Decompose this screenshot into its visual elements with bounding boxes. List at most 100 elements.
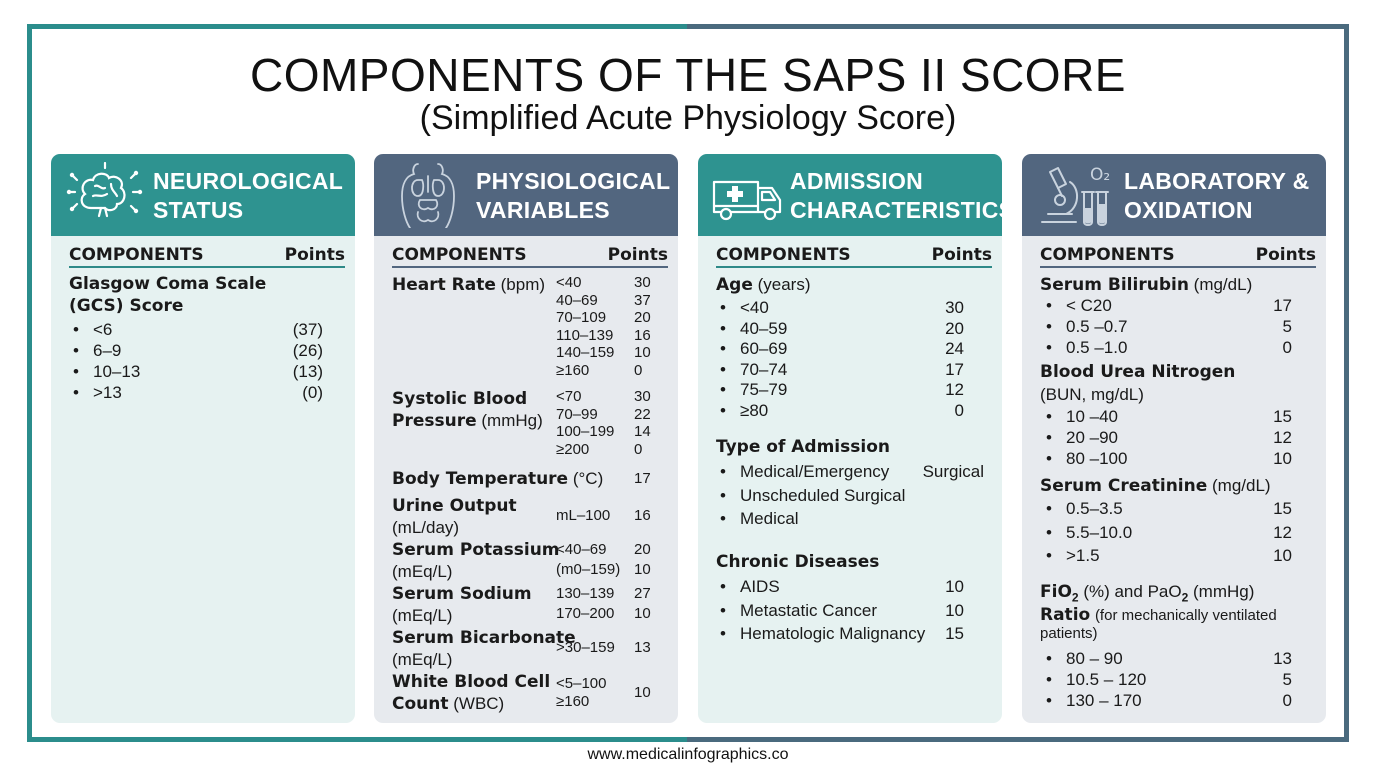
microscope-icon: O₂ <box>1041 165 1110 226</box>
bullet-dot: • <box>720 318 726 338</box>
bullet-dot: • <box>1046 649 1052 668</box>
heart-rate-points: 30 <box>634 274 651 291</box>
col-points-label: Points <box>1255 245 1316 265</box>
bullet-dot: • <box>73 383 79 402</box>
ambulance-icon <box>712 180 782 221</box>
age-item-label: 40–59 <box>740 318 788 338</box>
heart-rate-points: 16 <box>634 326 651 344</box>
frame-accent-bottom <box>27 737 687 742</box>
wbc-label-2: Count (WBC) <box>392 694 505 714</box>
panel-admission: ADMISSION CHARACTERISTICS COMPONENTS Poin… <box>698 154 1002 723</box>
bullet-dot: • <box>720 359 726 379</box>
bullet-dot: • <box>720 401 726 420</box>
gcs-item-points: (0) <box>302 383 323 402</box>
age-item-points: 24 <box>945 339 964 359</box>
organs-icon <box>401 163 455 228</box>
col-components-label: COMPONENTS <box>1040 245 1175 265</box>
creatinine-label: Serum Creatinine (mg/dL) <box>1040 476 1271 496</box>
sodium-range: 130–139 <box>556 585 615 602</box>
ratio-label: 10.5 – 120 <box>1066 670 1147 689</box>
urine-range: mL–100 <box>556 507 611 524</box>
panel-body <box>51 236 355 723</box>
bullet-dot: • <box>720 577 726 596</box>
creatinine-label: >1.5 <box>1066 546 1100 565</box>
chronic-disease-label: Metastatic Cancer <box>740 600 877 620</box>
age-item-points: 30 <box>945 298 964 317</box>
col-components-label: COMPONENTS <box>69 245 204 265</box>
sbp-points: 30 <box>634 388 651 405</box>
ratio-label: 130 – 170 <box>1066 691 1142 710</box>
age-item-points: 20 <box>945 318 964 338</box>
panel-header: PHYSIOLOGICAL VARIABLES <box>374 154 678 236</box>
bun-label: Blood Urea Nitrogen <box>1040 362 1236 382</box>
fio2-pao2-label: FiO2 (%) and PaO2 (mmHg) <box>1040 582 1255 605</box>
bun-points: 12 <box>1273 428 1292 447</box>
column-header: COMPONENTS Points <box>69 242 345 268</box>
bullet-dot: • <box>73 320 79 339</box>
urine-points: 16 <box>634 507 651 524</box>
creatinine-label: 0.5–3.5 <box>1066 499 1123 518</box>
bullet-dot: • <box>1046 338 1052 357</box>
heart-rate-range: ≥160 <box>556 361 590 379</box>
bullet-dot: • <box>720 509 726 528</box>
panel-header: ADMISSION CHARACTERISTICS <box>698 154 1002 236</box>
age-item-points: 0 <box>954 401 964 420</box>
heart-rate-points: 10 <box>634 344 651 361</box>
bilirubin-label: 0.5 –1.0 <box>1066 338 1128 357</box>
heart-rate-points: 0 <box>634 361 643 379</box>
sbp-label: Systolic Blood <box>392 389 528 409</box>
footer-url: www.medicalinfographics.co <box>587 746 789 763</box>
bullet-dot: • <box>1046 296 1052 315</box>
panel-header: O₂ LABORATORY & OXIDATION <box>1022 154 1326 236</box>
sodium-unit: (mEq/L) <box>392 606 453 625</box>
page-title: COMPONENTS OF THE SAPS II SCORE <box>249 49 1126 101</box>
bullet-dot: • <box>1046 670 1052 689</box>
column-header: COMPONENTS Points <box>716 242 992 268</box>
sodium-points: 27 <box>634 585 651 602</box>
admission-type-label: Medical/Emergency <box>740 462 890 481</box>
heart-rate-range: 40–69 <box>556 291 598 309</box>
age-item-points: 12 <box>945 380 964 400</box>
potassium-label: Serum Potassium <box>392 540 560 560</box>
panel-physiological: PHYSIOLOGICAL VARIABLES COMPONENTS Points… <box>374 154 678 723</box>
panel-neurological: NEUROLOGICAL STATUS COMPONENTS Points Gla… <box>51 154 355 723</box>
frame-accent-top <box>27 24 687 29</box>
bun-label: 20 –90 <box>1066 428 1118 447</box>
heart-rate-points: 20 <box>634 309 651 326</box>
panel-header: NEUROLOGICAL STATUS <box>51 154 355 236</box>
age-item-label: 75–79 <box>740 380 788 400</box>
ratio-points: 5 <box>1282 670 1292 689</box>
bun-label: 80 –100 <box>1066 449 1128 468</box>
col-components-label: COMPONENTS <box>392 245 527 265</box>
creatinine-points: 12 <box>1273 522 1292 542</box>
sbp-range: <70 <box>556 388 582 405</box>
panel-title: PHYSIOLOGICAL VARIABLES <box>476 168 671 223</box>
age-item-label: ≥80 <box>740 401 769 420</box>
heart-rate-range: 110–139 <box>556 326 614 344</box>
gcs-item-points: (26) <box>292 341 323 360</box>
chronic-diseases-label: Chronic Diseases <box>716 552 880 572</box>
admission-type-label: Unscheduled Surgical <box>740 485 906 505</box>
bullet-dot: • <box>1046 449 1052 468</box>
bullet-dot: • <box>720 298 726 317</box>
age-item-label: 60–69 <box>740 339 788 359</box>
sodium-label: Serum Sodium <box>392 584 532 604</box>
wbc-range-2: ≥160 <box>556 693 590 710</box>
sbp-points: 22 <box>634 405 651 423</box>
heart-rate-label: Heart Rate (bpm) <box>392 275 546 295</box>
gcs-item-label: 10–13 <box>93 362 141 381</box>
bullet-dot: • <box>720 485 726 505</box>
sbp-label-2: Pressure (mmHg) <box>392 411 543 431</box>
bilirubin-label: < C20 <box>1066 296 1112 315</box>
bilirubin-label: 0.5 –0.7 <box>1066 317 1128 336</box>
panel-body <box>698 236 1002 723</box>
bun-points: 15 <box>1273 407 1292 426</box>
bicarbonate-unit: (mEq/L) <box>392 650 453 669</box>
panel-title: LABORATORY & OXIDATION <box>1124 168 1310 223</box>
sbp-range: 100–199 <box>556 423 615 440</box>
sodium-points: 10 <box>634 605 651 622</box>
temperature-label: Body Temperature (°C) <box>392 469 604 489</box>
panel-title: ADMISSION CHARACTERISTICS <box>790 168 1002 223</box>
bullet-dot: • <box>720 462 726 481</box>
bullet-dot: • <box>720 339 726 359</box>
